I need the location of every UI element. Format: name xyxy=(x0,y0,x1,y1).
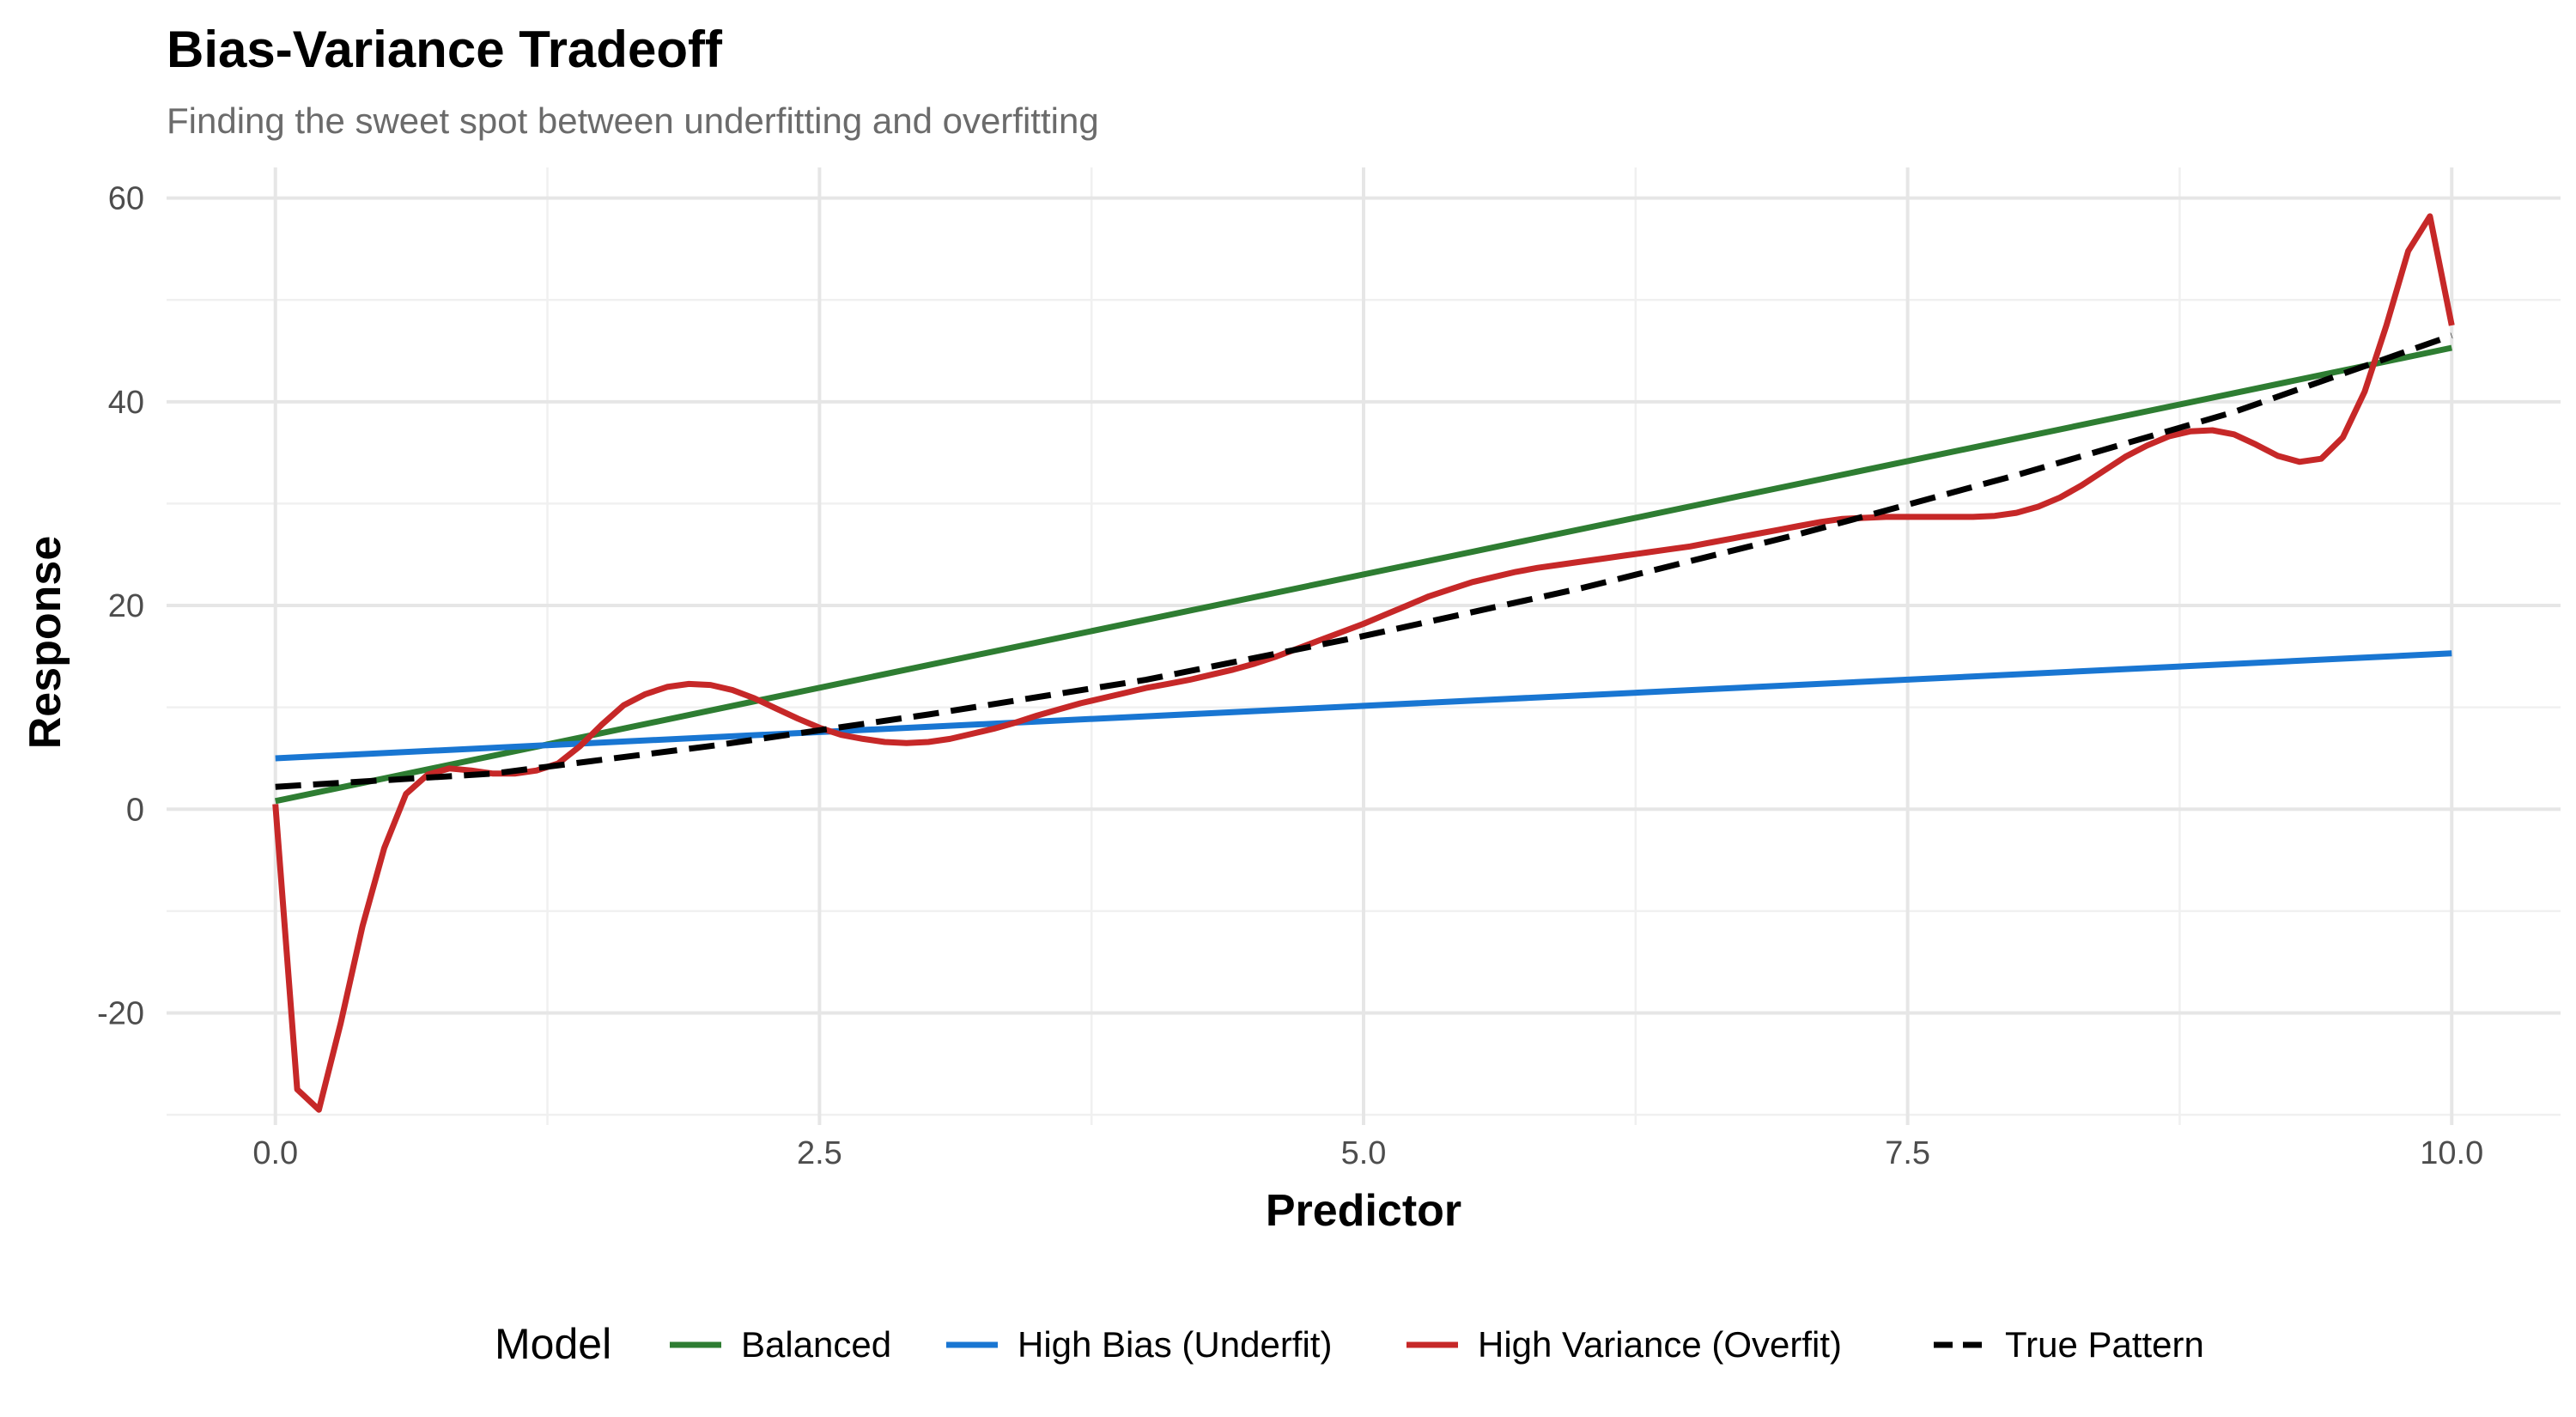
x-tick-label: 0.0 xyxy=(252,1135,298,1171)
y-tick-label: -20 xyxy=(97,996,144,1032)
major-grid xyxy=(167,167,2561,1125)
x-axis-title: Predictor xyxy=(1266,1186,1461,1236)
x-axis-ticks: 0.0 2.5 5.0 7.5 10.0 xyxy=(252,1135,2483,1171)
plot-area xyxy=(167,167,2561,1125)
y-tick-label: 0 xyxy=(126,792,144,828)
legend-item: High Bias (Underfit) xyxy=(946,1324,1332,1365)
x-tick-label: 5.0 xyxy=(1341,1135,1387,1171)
legend-label: True Pattern xyxy=(2005,1324,2204,1365)
series-line-true-pattern xyxy=(275,332,2453,790)
y-axis-ticks: -20 0 20 40 60 xyxy=(97,181,144,1032)
legend-title: Model xyxy=(495,1320,611,1368)
y-tick-label: 60 xyxy=(108,181,144,217)
x-tick-label: 10.0 xyxy=(2420,1135,2483,1171)
legend-label: Balanced xyxy=(741,1324,891,1365)
series-line-high-bias-underfit xyxy=(275,650,2452,762)
legend-item: High Variance (Overfit) xyxy=(1406,1324,1842,1365)
legend-item: Balanced xyxy=(670,1324,891,1365)
chart-subtitle: Finding the sweet spot between underfitt… xyxy=(167,100,1099,141)
y-tick-label: 20 xyxy=(108,588,144,624)
chart-title: Bias-Variance Tradeoff xyxy=(167,21,723,78)
x-tick-label: 2.5 xyxy=(797,1135,842,1171)
legend-items: Balanced High Bias (Underfit) High Varianc… xyxy=(670,1324,2204,1365)
y-axis-title: Response xyxy=(21,536,70,750)
series-line-high-variance-overfit xyxy=(272,213,2455,1113)
series-line-balanced xyxy=(274,344,2453,805)
legend-label: High Variance (Overfit) xyxy=(1478,1324,1842,1365)
legend: Model Balanced High Bias (Underfit) High V… xyxy=(495,1320,2204,1368)
legend-label: High Bias (Underfit) xyxy=(1018,1324,1332,1365)
legend-item: True Pattern xyxy=(1934,1324,2204,1365)
y-tick-label: 40 xyxy=(108,385,144,421)
series-layer xyxy=(272,213,2455,1113)
x-tick-label: 7.5 xyxy=(1885,1135,1930,1171)
